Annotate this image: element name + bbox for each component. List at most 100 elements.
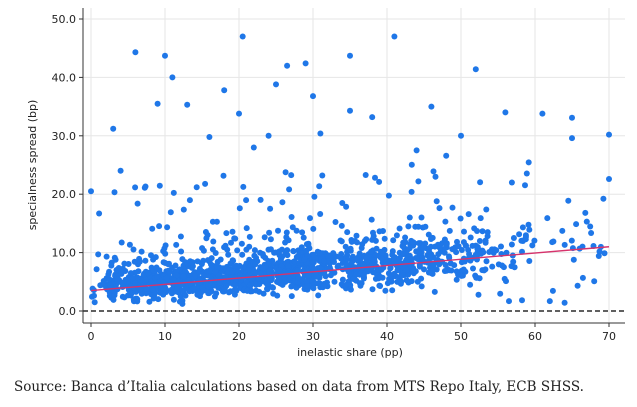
y-axis-title: specialness spread (bp) — [26, 100, 39, 231]
scatter-point — [220, 172, 227, 179]
scatter-point — [170, 296, 177, 303]
scatter-point — [108, 259, 115, 266]
scatter-point — [267, 205, 274, 212]
scatter-point — [290, 248, 297, 255]
scatter-point — [162, 52, 168, 59]
scatter-point — [398, 272, 405, 279]
scatter-point — [330, 257, 337, 264]
scatter-point — [160, 259, 167, 266]
scatter-point — [526, 226, 533, 233]
scatter-point — [105, 271, 112, 278]
scatter-point — [143, 285, 150, 292]
scatter-point — [282, 249, 289, 256]
scatter-point — [482, 266, 489, 273]
scatter-point — [574, 282, 581, 289]
scatter-point — [304, 283, 310, 289]
scatter-point — [244, 287, 251, 294]
scatter-point — [127, 270, 134, 277]
scatter-point — [186, 197, 193, 204]
scatter-point — [406, 214, 413, 221]
scatter-point — [229, 228, 236, 235]
scatter-point — [370, 229, 376, 236]
scatter-point — [320, 283, 327, 290]
scatter-point — [237, 272, 243, 279]
scatter-point — [154, 273, 161, 280]
scatter-point — [531, 237, 538, 244]
scatter-point — [510, 235, 517, 241]
scatter-point — [568, 237, 575, 244]
scatter-point — [213, 290, 220, 297]
scatter-point — [206, 134, 213, 140]
scatter-point — [436, 244, 443, 251]
scatter-point — [342, 243, 349, 250]
scatter-point — [163, 275, 170, 282]
scatter-point — [522, 234, 529, 240]
scatter-point — [299, 229, 306, 236]
scatter-point — [472, 66, 479, 73]
scatter-point — [343, 260, 350, 267]
scatter-point — [369, 286, 376, 293]
scatter-point — [461, 258, 468, 265]
scatter-point — [510, 258, 517, 265]
scatter-point — [142, 257, 149, 264]
scatter-point — [243, 225, 250, 232]
scatter-point — [194, 258, 201, 265]
scatter-point — [208, 261, 214, 268]
scatter-point — [443, 152, 450, 159]
scatter-point — [408, 188, 415, 195]
scatter-point — [588, 230, 595, 236]
scatter-point — [529, 242, 536, 249]
scatter-point — [114, 276, 121, 283]
scatter-point — [467, 234, 474, 241]
scatter-point — [283, 229, 290, 236]
scatter-point — [131, 285, 137, 291]
scatter-point — [338, 238, 345, 245]
scatter-point — [111, 254, 118, 261]
points-layer — [88, 33, 612, 307]
scatter-point — [168, 286, 175, 293]
scatter-point — [470, 265, 476, 272]
x-tick-label: 20 — [232, 330, 246, 343]
x-axis-title: inelastic share (pp) — [297, 346, 403, 359]
scatter-point — [418, 283, 425, 290]
scatter-point — [526, 258, 533, 264]
scatter-point — [369, 114, 376, 121]
scatter-point — [339, 276, 346, 283]
scatter-point — [546, 298, 553, 305]
scatter-point — [561, 241, 568, 248]
scatter-point — [484, 229, 491, 236]
x-tick-label: 0 — [88, 330, 95, 343]
scatter-point — [402, 234, 409, 241]
scatter-point — [146, 298, 153, 305]
scatter-point — [96, 210, 103, 217]
scatter-point — [203, 235, 210, 242]
y-tick-label: 10.0 — [52, 247, 77, 260]
scatter-point — [378, 266, 385, 273]
scatter-point — [317, 211, 324, 217]
scatter-point — [474, 228, 480, 234]
scatter-point — [160, 248, 167, 255]
scatter-point — [110, 125, 117, 132]
scatter-point — [503, 249, 510, 256]
scatter-point — [354, 239, 360, 246]
scatter-point — [291, 258, 298, 265]
scatter-point — [267, 246, 274, 253]
scatter-point — [299, 281, 306, 287]
scatter-point — [601, 250, 608, 257]
scatter-point — [559, 227, 566, 234]
scatter-point — [121, 260, 128, 267]
scatter-point — [414, 278, 421, 285]
scatter-point — [169, 74, 176, 81]
scatter-point — [206, 267, 213, 274]
scatter-point — [182, 268, 189, 275]
scatter-point — [213, 218, 220, 225]
scatter-point — [508, 241, 515, 248]
scatter-point — [319, 172, 326, 179]
scatter-point — [149, 286, 156, 293]
scatter-point — [288, 214, 295, 220]
scatter-point — [301, 256, 308, 263]
scatter-point — [257, 196, 264, 203]
scatter-point — [221, 285, 228, 292]
scatter-point — [263, 277, 270, 284]
scatter-point — [264, 285, 270, 292]
